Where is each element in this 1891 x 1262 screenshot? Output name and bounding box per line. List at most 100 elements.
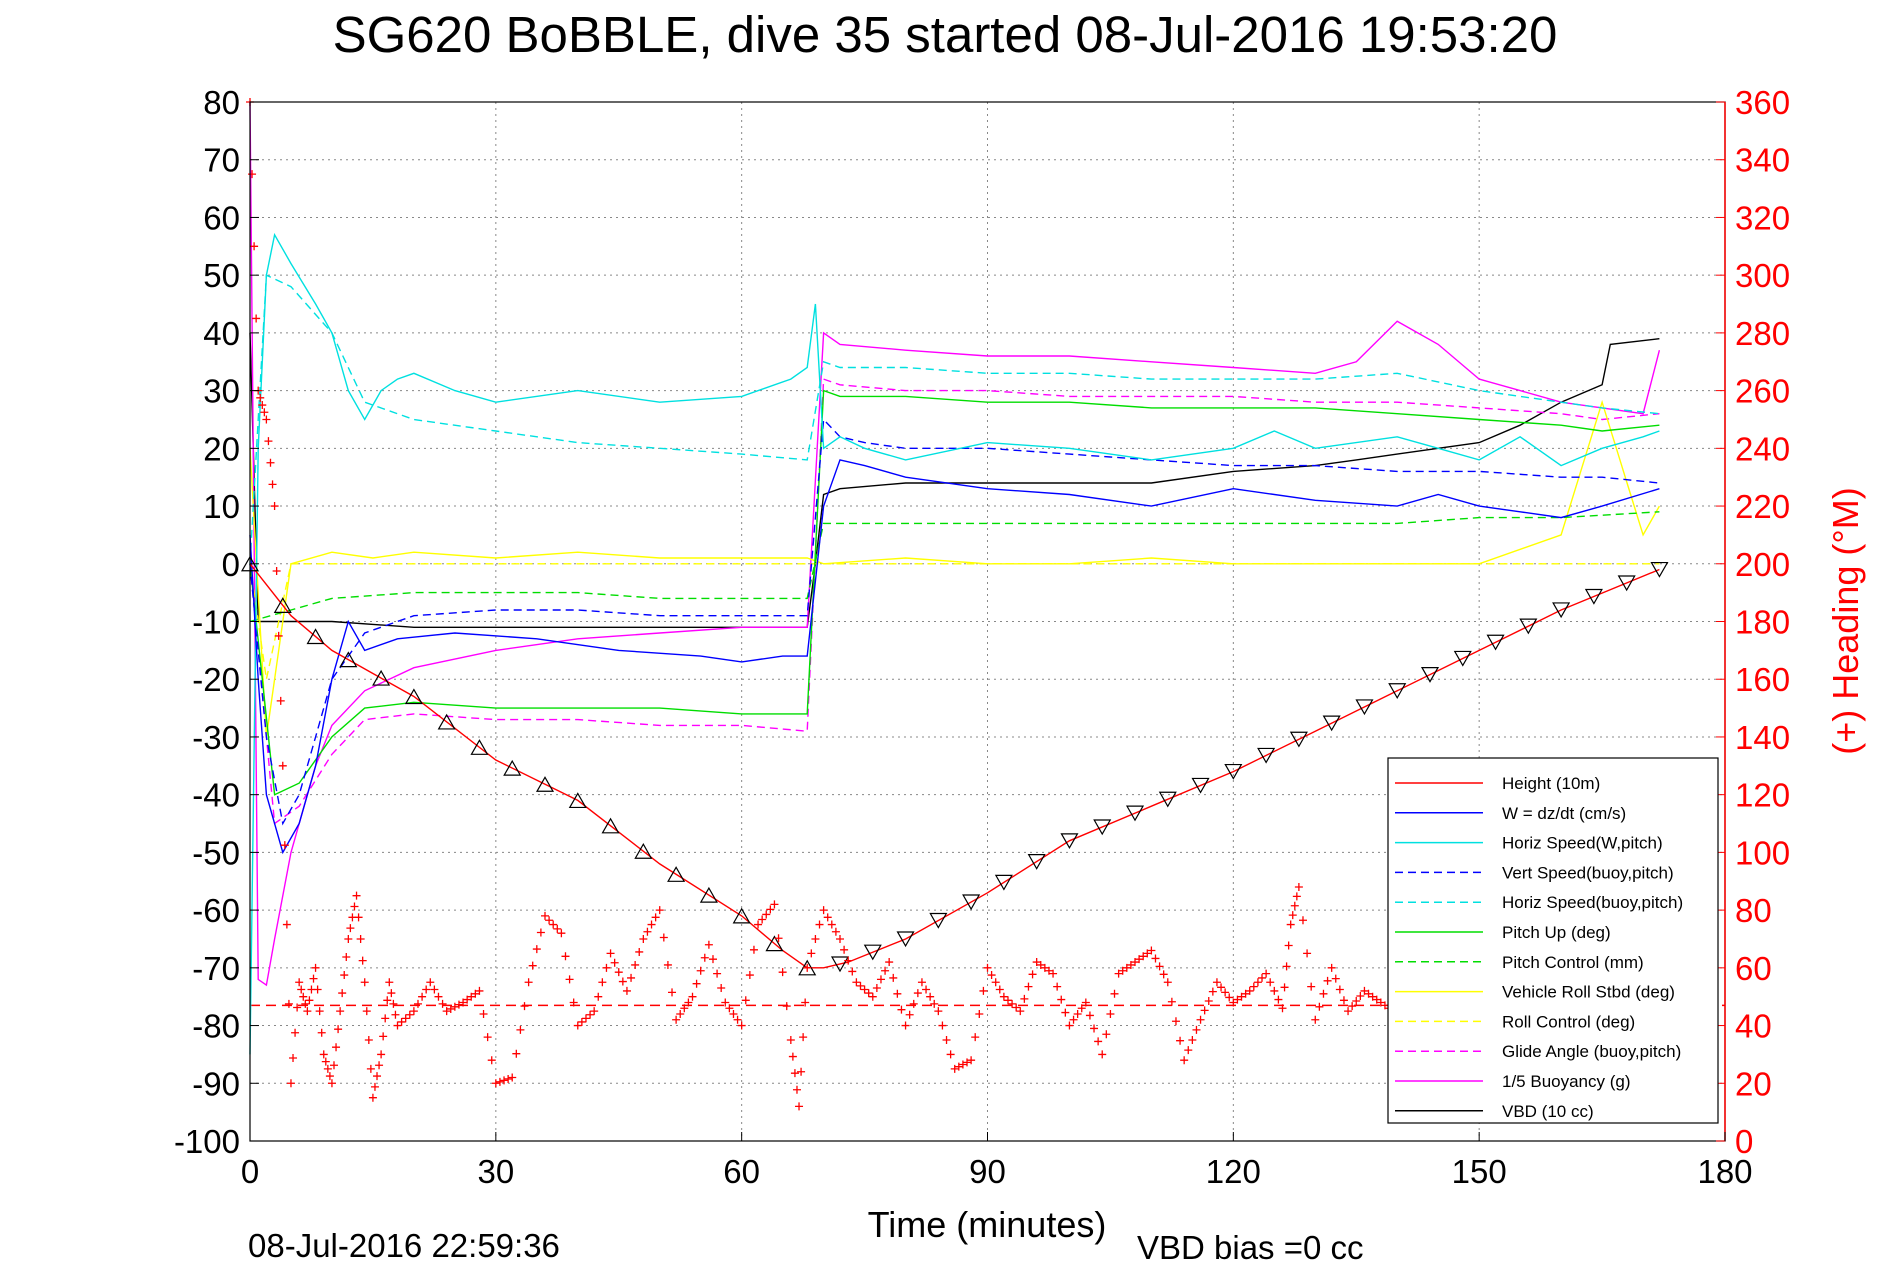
heading-point [313,985,322,994]
heading-point [1163,978,1172,987]
heading-point [1188,1035,1197,1044]
heading-point [1307,982,1316,991]
heading-point [975,1010,984,1019]
heading-point [1266,978,1275,987]
heading-point [1073,1010,1082,1019]
height-marker [1552,602,1571,619]
height-marker [994,874,1013,891]
heading-point [573,1021,582,1030]
y-tick-label: -10 [192,604,240,641]
heading-point [252,314,261,323]
footer-vbd-bias: VBD bias =0 cc [1137,1229,1364,1262]
heading-point [737,1021,746,1030]
right-y-ticks: 3603403203002802602402202001801601401201… [1716,84,1790,1160]
height-marker [437,713,456,730]
x-tick-label: 60 [723,1153,760,1190]
legend-label-4: Horiz Speed(buoy,pitch) [1502,893,1683,912]
heading-point [635,947,644,956]
heading-point [1221,988,1230,997]
heading-point [413,999,422,1008]
heading-point [1151,954,1160,963]
heading-point [278,761,287,770]
heading-point [704,940,713,949]
heading-point [295,978,304,987]
heading-point [680,1004,689,1013]
height-marker [1650,561,1669,578]
heading-point [725,1004,734,1013]
y-tick-label: 50 [203,257,240,294]
heading-point [1176,1036,1185,1045]
heading-point [778,968,787,977]
heading-point [561,952,570,961]
heading-point [264,437,273,446]
y-tick-label: -80 [192,1008,240,1045]
heading-point [1155,962,1164,971]
heading-point [1065,1021,1074,1030]
y2-tick-label: 260 [1735,373,1790,410]
height-marker [273,597,292,613]
heading-point [889,973,898,982]
heading-point [487,1056,496,1065]
heading-point [569,998,578,1007]
y-tick-label: -60 [192,892,240,929]
heading-point [684,998,693,1007]
heading-point [409,1007,418,1016]
heading-point [370,1082,379,1091]
heading-point [1077,1004,1086,1013]
heading-point [1069,1015,1078,1024]
heading-point [262,415,271,424]
heading-point [1049,969,1058,978]
heading-point [729,1010,738,1019]
y2-tick-label: 20 [1735,1065,1772,1102]
heading-point [1180,1056,1189,1065]
heading-point [788,1052,797,1061]
y-tick-label: -20 [192,661,240,698]
heading-point [1057,995,1066,1004]
heading-point [280,841,289,850]
heading-point [321,1057,330,1066]
heading-point [309,974,318,983]
heading-point [323,1064,332,1073]
heading-point [301,999,310,1008]
heading-point [856,981,865,990]
x-tick-label: 120 [1206,1153,1261,1190]
heading-point [647,920,656,929]
y2-tick-label: 160 [1735,661,1790,698]
height-marker [699,886,718,903]
heading-point [672,1015,681,1024]
height-marker [962,894,981,911]
heading-point [1253,978,1262,987]
heading-point [1184,1046,1193,1055]
series-line-5 [249,389,1660,796]
x-tick-label: 30 [477,1153,514,1190]
heading-point [758,915,767,924]
heading-point [516,1025,525,1034]
heading-point [366,1064,375,1073]
height-marker [830,956,850,973]
heading-point [289,1054,298,1063]
heading-point [266,458,275,467]
height-marker [1388,683,1407,699]
x-axis-label: Time (minutes) [868,1204,1107,1245]
heading-point [622,986,631,995]
heading-point [807,949,816,958]
heading-point [520,1002,529,1011]
y2-tick-label: 220 [1735,488,1790,525]
heading-point [786,1035,795,1044]
heading-point [1368,992,1377,1001]
heading-point [909,999,918,1008]
x-tick-label: 180 [1697,1153,1752,1190]
heading-point [381,1014,390,1023]
chart-title: SG620 BoBBLE, dive 35 started 08-Jul-201… [333,6,1558,63]
height-marker [404,688,423,705]
heading-point [1003,996,1012,1005]
heading-point [325,1072,334,1081]
y2-tick-label: 180 [1735,604,1790,641]
heading-point [774,934,783,943]
series-line-3 [249,417,1660,826]
height-marker [1027,854,1046,870]
heading-point [342,953,351,962]
heading-point [377,1050,386,1059]
heading-point [336,1007,345,1016]
heading-point [358,956,367,965]
